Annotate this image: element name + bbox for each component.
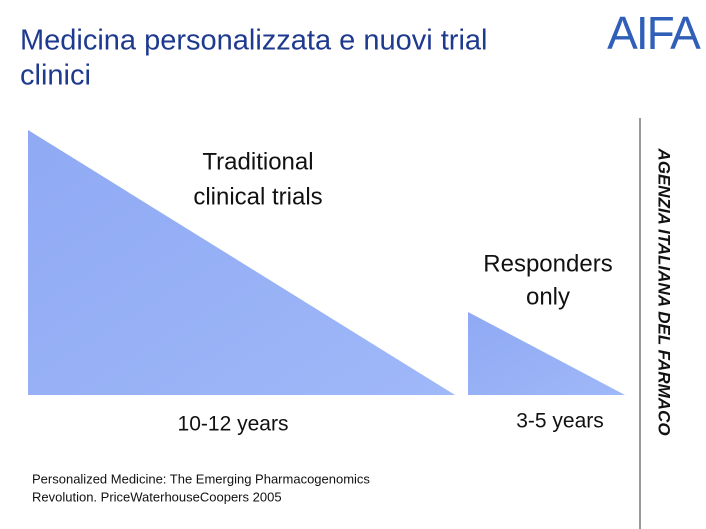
responders-label: only (526, 283, 570, 310)
title-line: clinici (20, 60, 91, 92)
traditional-label: clinical trials (193, 183, 322, 210)
traditional-triangle (28, 130, 455, 395)
responders-triangle (468, 312, 625, 395)
title-line: Medicina personalizzata e nuovi trial (20, 25, 487, 57)
citation: Personalized Medicine: The Emerging Phar… (32, 471, 370, 486)
duration-label: 3-5 years (516, 410, 604, 433)
citation: Revolution. PriceWaterhouseCoopers 2005 (32, 489, 282, 504)
responders-label: Responders (483, 250, 612, 277)
duration-label: 10-12 years (178, 413, 289, 436)
side-text: AGENZIA ITALIANA DEL FARMACO (655, 147, 674, 435)
traditional-label: Traditional (202, 148, 313, 175)
logo: AIFA (607, 7, 701, 59)
